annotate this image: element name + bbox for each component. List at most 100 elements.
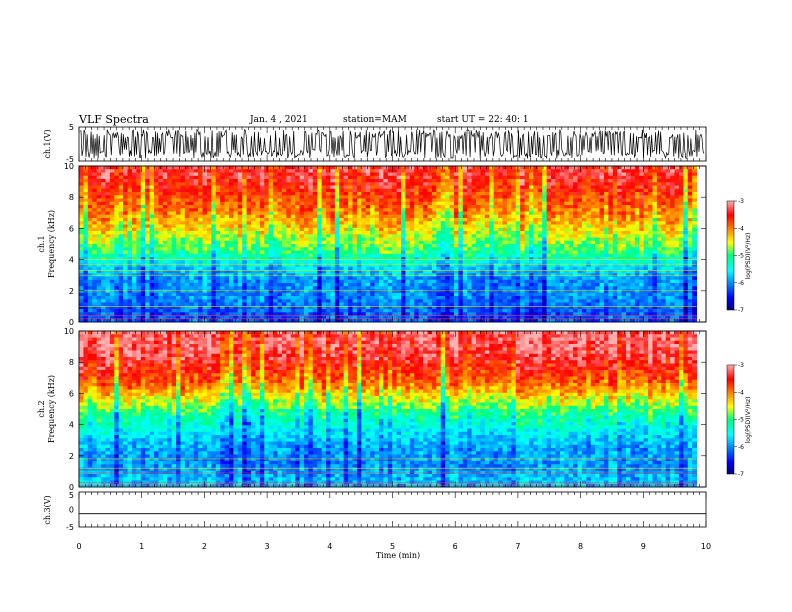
spectrogram-cell: [378, 305, 384, 310]
spectrogram-cell: [471, 185, 477, 190]
spectrogram-cell: [356, 292, 362, 297]
spectrogram-cell: [383, 166, 389, 170]
spectrogram-cell: [330, 292, 336, 297]
spectrogram-cell: [109, 169, 115, 173]
spectrogram-cell: [326, 309, 331, 313]
spectrogram-cell: [378, 188, 384, 193]
spectrogram-cell: [105, 302, 111, 307]
spectrogram-cell: [378, 257, 384, 261]
spectrogram-cell: [431, 224, 437, 229]
spectrogram-cell: [290, 227, 296, 232]
spectrogram-cell: [109, 312, 115, 316]
spectrogram-cell: [493, 253, 499, 258]
spectrogram-cell: [101, 227, 106, 232]
spectrogram-cell: [211, 231, 217, 235]
spectrogram-cell: [299, 286, 305, 290]
spectrogram-cell: [96, 240, 102, 245]
spectrogram-cell: [233, 224, 239, 229]
spectrogram-cell: [317, 257, 323, 261]
spectrogram-cell: [268, 234, 274, 238]
spectrogram-cell: [162, 270, 168, 274]
spectrogram-cell: [370, 218, 375, 222]
spectrogram-cell: [277, 208, 283, 212]
spectrogram-cell: [467, 263, 473, 268]
spectrogram-cell: [312, 315, 318, 320]
spectrogram-cell: [405, 195, 411, 199]
spectrogram-cell: [480, 185, 486, 190]
spectrogram-cell: [480, 296, 486, 300]
spectrogram-cell: [303, 270, 309, 274]
spectrogram-cell: [506, 231, 512, 235]
spectrogram-cell: [237, 214, 243, 219]
spectrogram-cell: [145, 195, 150, 199]
spectrogram-cell: [149, 305, 155, 310]
spectrogram-cell: [321, 201, 327, 206]
spectrogram-cell: [281, 260, 287, 264]
spectrogram-cell: [167, 302, 173, 307]
spectrogram-cell: [476, 175, 481, 180]
spectrogram-cell: [361, 172, 367, 177]
spectrogram-cell: [255, 257, 261, 261]
spectrogram-cell: [312, 221, 318, 225]
spectrogram-cell: [330, 312, 336, 316]
spectrogram-cell: [449, 270, 455, 274]
spectrogram-cell: [215, 315, 221, 320]
spectrogram-cell: [436, 234, 442, 238]
spectrogram-cell: [511, 296, 517, 300]
spectrogram-cell: [414, 240, 420, 245]
spectrogram-cell: [259, 286, 265, 290]
spectrogram-cell: [440, 185, 446, 190]
spectrogram-cell: [449, 201, 455, 206]
spectrogram-cell: [489, 169, 495, 173]
spectrogram-cell: [92, 270, 98, 274]
spectrogram-cell: [401, 247, 406, 251]
spectrogram-cell: [255, 247, 261, 251]
spectrogram-cell: [312, 205, 318, 209]
spectrogram-cell: [162, 240, 168, 245]
spectrogram-cell: [409, 253, 415, 258]
spectrogram-cell: [511, 214, 517, 219]
spectrogram-cell: [92, 257, 98, 261]
spectrogram-cell: [158, 205, 164, 209]
spectrogram-cell: [365, 318, 371, 323]
spectrogram-cell: [401, 240, 406, 245]
spectrogram-cell: [361, 192, 367, 196]
spectrogram-cell: [453, 201, 459, 206]
spectrogram-cell: [242, 309, 248, 313]
spectrogram-cell: [246, 296, 252, 300]
spectrogram-cell: [127, 214, 133, 219]
spectrogram-cell: [378, 214, 384, 219]
spectrogram-cell: [462, 315, 468, 320]
spectrogram-cell: [136, 237, 142, 242]
spectrogram-cell: [215, 201, 221, 206]
spectrogram-cell: [378, 283, 384, 287]
spectrogram-cell: [127, 292, 133, 297]
spectrogram-cell: [295, 253, 300, 258]
spectrogram-cell: [131, 302, 137, 307]
spectrogram-cell: [467, 266, 473, 271]
spectrogram-cell: [259, 227, 265, 232]
spectrogram-cell: [339, 175, 345, 180]
spectrogram-cell: [277, 283, 283, 287]
spectrogram-cell: [312, 175, 318, 180]
spectrogram-cell: [374, 166, 380, 170]
spectrogram-cell: [136, 283, 142, 287]
spectrogram-cell: [387, 292, 393, 297]
spectrogram-cell: [246, 237, 252, 242]
spectrogram-cell: [427, 302, 433, 307]
spectrogram-cell: [361, 299, 367, 303]
spectrogram-cell: [273, 179, 278, 183]
spectrogram-cell: [140, 244, 146, 248]
spectrogram-cell: [246, 166, 252, 170]
spectrogram-cell: [476, 257, 481, 261]
spectrogram-cell: [471, 286, 477, 290]
spectrogram-cell: [431, 292, 437, 297]
spectrogram-cell: [228, 289, 234, 294]
spectrogram-cell: [277, 260, 283, 264]
spectrogram-cell: [127, 247, 133, 251]
spectrogram-cell: [343, 302, 349, 307]
spectrogram-cell: [480, 247, 486, 251]
spectrogram-cell: [145, 318, 150, 323]
spectrogram-cell: [237, 279, 243, 284]
spectrogram-cell: [184, 198, 190, 203]
